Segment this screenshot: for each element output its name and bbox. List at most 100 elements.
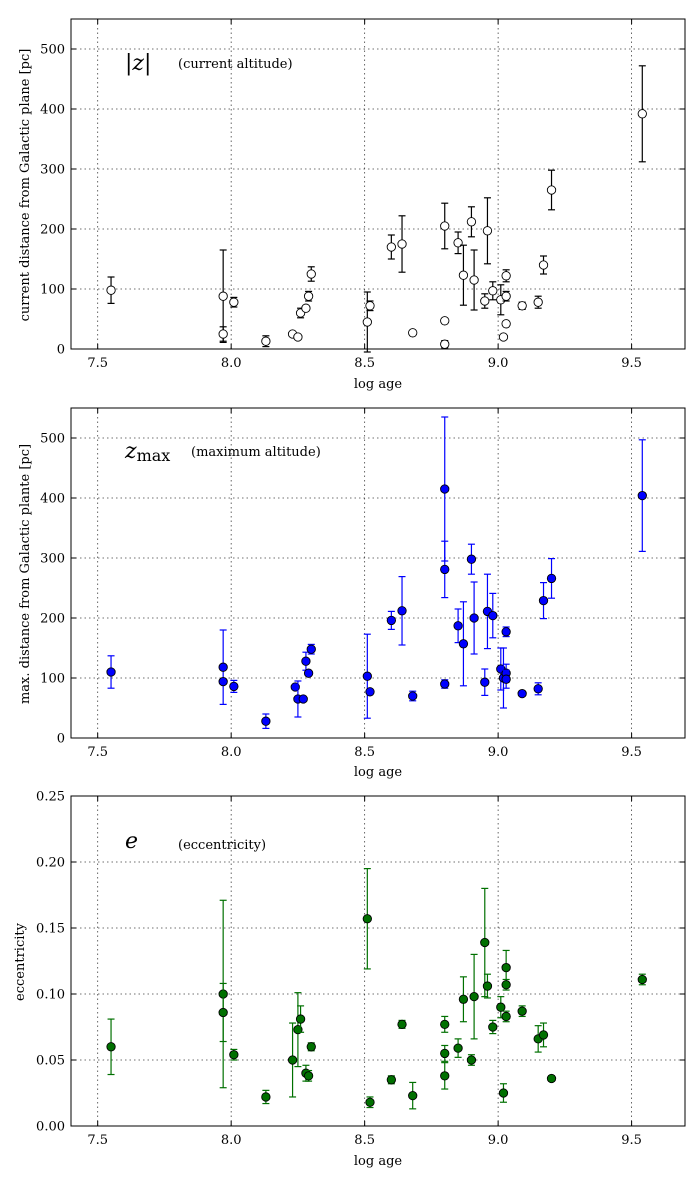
point-marker	[498, 332, 509, 342]
panel-note: (maximum altitude)	[191, 445, 321, 460]
data-point	[488, 1019, 498, 1035]
data-point	[261, 335, 271, 348]
x-tick-label: 7.5	[87, 745, 108, 760]
data-point	[386, 610, 396, 631]
point-marker	[440, 564, 450, 575]
y-axis-label: max. distance from Galactic plante [pc]	[18, 444, 33, 704]
data-point	[295, 1005, 306, 1033]
point-marker	[106, 1042, 116, 1052]
data-point	[501, 669, 511, 689]
data-point	[458, 976, 469, 1023]
data-point	[218, 982, 228, 1043]
y-axis-label: current distance from Galactic plane [pc…	[18, 49, 33, 322]
axis-ticks: 7.5 8.0 8.5 9.0 9.5 0 100 200 300 400 500	[40, 408, 685, 760]
point-marker	[106, 667, 116, 677]
point-marker	[362, 317, 372, 327]
data-point	[261, 713, 271, 730]
point-marker	[488, 286, 498, 296]
point-marker	[538, 595, 549, 606]
data-point	[482, 197, 493, 265]
point-marker	[637, 490, 647, 501]
x-tick-label: 7.5	[87, 356, 108, 371]
data-point	[496, 996, 506, 1019]
point-marker	[488, 610, 498, 621]
data-point	[229, 1048, 239, 1061]
data-point	[301, 651, 311, 671]
data-point	[501, 626, 511, 638]
y-tick-label: 500	[40, 43, 65, 58]
y-tick-label: 100	[40, 672, 65, 687]
y-tick-label: 0	[57, 732, 65, 747]
data-point	[533, 682, 543, 696]
point-marker	[218, 676, 228, 687]
point-marker	[458, 270, 469, 280]
grid-lines	[71, 19, 685, 349]
point-marker	[501, 291, 511, 301]
point-marker	[408, 1090, 418, 1101]
point-marker	[517, 301, 527, 311]
point-marker	[469, 991, 479, 1002]
data-point	[397, 1019, 407, 1030]
data-point	[440, 339, 450, 349]
data-point	[466, 206, 477, 238]
point-marker	[229, 1050, 239, 1060]
data-point	[458, 244, 469, 306]
point-marker	[408, 328, 418, 338]
point-marker	[229, 681, 239, 692]
data-point	[293, 332, 303, 342]
x-tick-label: 9.0	[488, 1133, 509, 1148]
point-marker	[440, 316, 450, 326]
point-marker	[397, 606, 407, 616]
data-point	[546, 557, 557, 599]
point-marker	[517, 688, 527, 699]
point-marker	[482, 981, 493, 991]
point-marker	[533, 297, 543, 307]
point-marker	[501, 1011, 511, 1022]
data-point	[469, 581, 479, 655]
data-point	[306, 643, 316, 655]
point-marker	[306, 1042, 316, 1052]
data-point	[440, 679, 450, 689]
point-marker	[362, 671, 372, 681]
data-point	[440, 1015, 450, 1033]
point-marker	[261, 336, 271, 346]
panel-symbol-main: z	[124, 439, 137, 464]
data-point	[106, 1018, 116, 1076]
data-point	[218, 326, 228, 342]
point-marker	[440, 1071, 450, 1081]
y-tick-label: 400	[40, 103, 65, 118]
point-marker	[469, 275, 479, 285]
panel-symbol: zmax	[124, 439, 170, 465]
x-tick-label: 9.0	[488, 745, 509, 760]
data-point	[303, 668, 314, 678]
point-marker	[458, 639, 469, 649]
point-marker	[106, 285, 116, 295]
x-tick-label: 8.5	[354, 356, 375, 371]
panel-symbol: |z|	[125, 51, 151, 76]
plot-frame	[70, 795, 686, 1127]
point-marker	[440, 484, 450, 494]
data-point	[218, 629, 228, 706]
data-point	[453, 1038, 463, 1058]
data-point	[106, 276, 116, 304]
point-marker	[303, 668, 314, 678]
point-marker	[362, 914, 372, 924]
grid-lines	[71, 796, 685, 1126]
x-tick-label: 8.5	[354, 745, 375, 760]
point-marker	[546, 1073, 557, 1084]
data-point	[306, 1042, 316, 1052]
point-marker	[386, 242, 396, 252]
data-point	[453, 231, 463, 255]
point-marker	[301, 656, 311, 666]
y-tick-label: 0.20	[36, 856, 65, 871]
data-point	[229, 296, 239, 308]
point-marker	[365, 301, 375, 311]
data-point	[498, 1083, 509, 1103]
data-point	[362, 867, 372, 970]
point-marker	[287, 1055, 298, 1065]
point-marker	[365, 1097, 375, 1107]
point-marker	[386, 615, 396, 626]
point-marker	[440, 339, 450, 349]
point-marker	[517, 1006, 527, 1016]
